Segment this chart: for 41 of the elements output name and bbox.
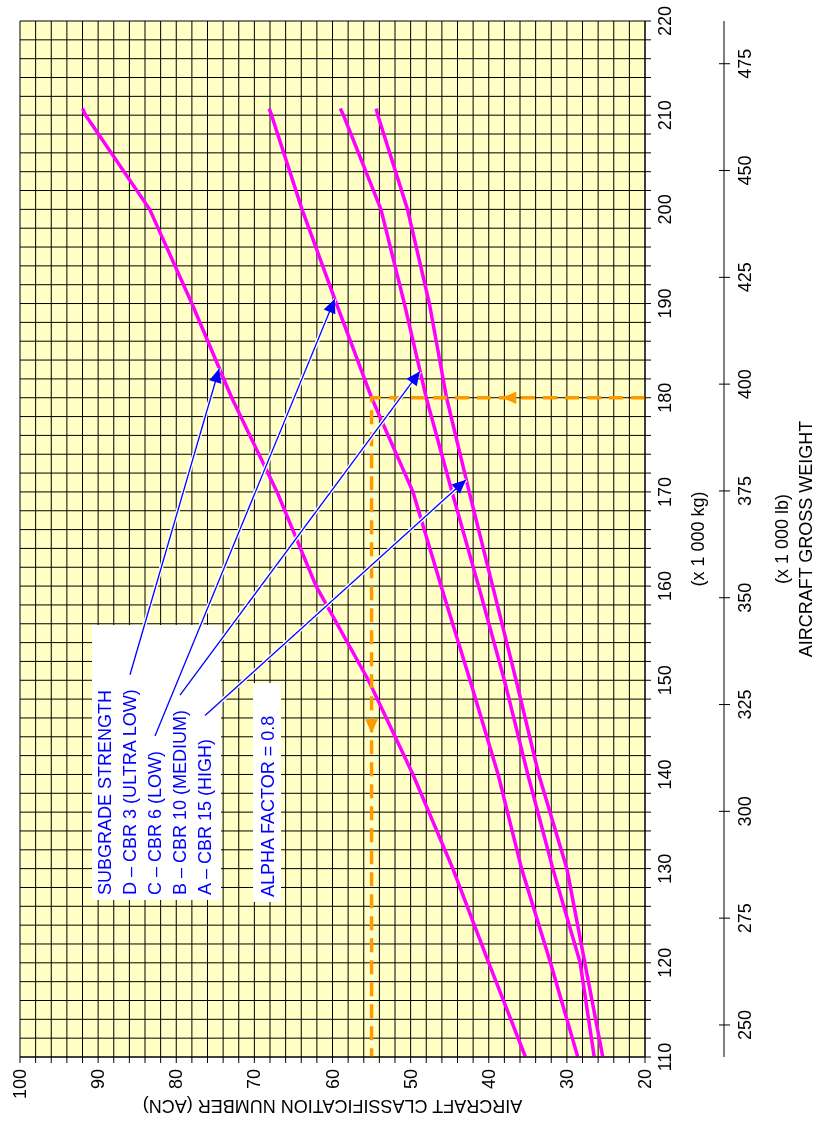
y2-tick-label: 300 xyxy=(735,796,755,827)
y2-tick-label: 350 xyxy=(735,582,755,613)
annotation: ALPHA FACTOR = 0.8 xyxy=(258,715,278,897)
annotation: A – CBR 15 (HIGH) xyxy=(195,738,215,895)
y-axis-title: (x 1 000 kg) xyxy=(688,491,708,587)
y-tick-label: 130 xyxy=(655,853,675,884)
y2-tick-label: 425 xyxy=(735,262,755,293)
y2-tick-label: 250 xyxy=(735,1009,755,1040)
x-tick-label: 30 xyxy=(556,1069,577,1090)
x-tick-label: 90 xyxy=(88,1069,109,1090)
y-tick-label: 110 xyxy=(655,1042,675,1072)
x-tick-label: 70 xyxy=(244,1069,265,1090)
x-tick-label: 100 xyxy=(10,1069,30,1100)
y-tick-label: 170 xyxy=(655,476,675,507)
y2-tick-label: 475 xyxy=(735,48,755,79)
y-tick-label: 150 xyxy=(655,665,675,696)
y2-tick-label: 375 xyxy=(735,475,755,506)
y-tick-label: 220 xyxy=(655,5,675,37)
annotation: SUBGRADE STRENGTH xyxy=(95,689,115,895)
y2-tick-label: 325 xyxy=(735,689,755,720)
x-tick-label: 20 xyxy=(635,1069,655,1090)
y-tick-label: 190 xyxy=(655,288,675,319)
y-tick-label: 120 xyxy=(655,947,675,978)
y2-tick-label: 450 xyxy=(735,155,755,186)
text: AIRCRAFT GROSS WEIGHT xyxy=(796,420,816,658)
y-tick-label: 140 xyxy=(655,759,675,790)
x-tick-label: 80 xyxy=(166,1069,187,1090)
x-tick-label: 50 xyxy=(400,1069,421,1090)
y-tick-label: 160 xyxy=(655,571,675,602)
y-tick-label: 180 xyxy=(655,382,675,413)
annotation: B – CBR 10 (MEDIUM) xyxy=(170,709,190,895)
y-tick-label: 200 xyxy=(655,194,675,225)
annotation: C – CBR 6 (LOW) xyxy=(145,750,165,895)
annotation: D – CBR 3 (ULTRA LOW) xyxy=(120,689,140,895)
x-axis-title: AIRCRAFT CLASSIFICATION NUMBER (ACN) xyxy=(142,1096,523,1116)
y-tick-label: 210 xyxy=(655,100,675,131)
y2-tick-label: 275 xyxy=(735,903,755,934)
x-tick-label: 40 xyxy=(478,1069,499,1090)
y2-tick-label: 400 xyxy=(735,369,755,400)
x-tick-label: 60 xyxy=(322,1069,343,1090)
y2-axis-title: (x 1 000 lb) xyxy=(772,493,792,585)
